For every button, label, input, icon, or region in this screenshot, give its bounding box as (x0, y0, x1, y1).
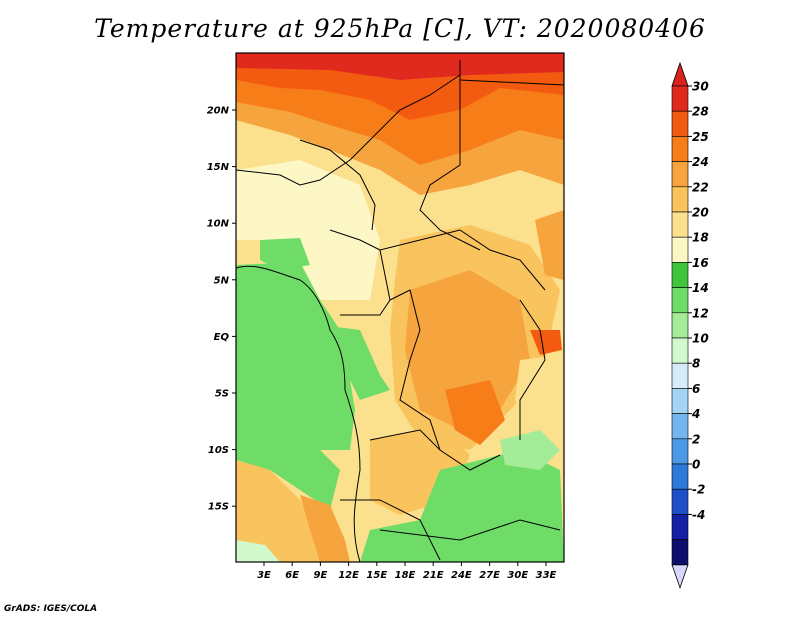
colorbar-swatch (671, 262, 689, 288)
colorbar-swatch (671, 85, 689, 112)
longitude-axis: 3E 6E 9E 12E 15E 18E 21E 24E 27E 30E 33E (257, 562, 557, 581)
lon-label: 3E (257, 570, 271, 581)
lon-label: 30E (507, 570, 528, 581)
lat-label: 5N (214, 275, 230, 286)
temperature-field (236, 53, 564, 562)
colorbar-label: 22 (692, 180, 709, 194)
lon-label: 18E (395, 570, 416, 581)
lat-label: 10N (207, 219, 230, 230)
colorbar-swatch (671, 337, 689, 364)
colorbar-swatch (671, 539, 689, 566)
colorbar-label: 6 (692, 382, 700, 396)
colorbar-label: 18 (692, 231, 709, 245)
lon-label: 12E (338, 570, 359, 581)
colorbar-swatch (671, 312, 689, 339)
colorbar-label: 16 (692, 256, 709, 270)
colorbar-label: 2 (692, 432, 700, 446)
lat-label: EQ (214, 332, 230, 343)
colorbar-label: 12 (692, 306, 709, 320)
colorbar-label: 14 (692, 281, 709, 295)
colorbar-top-arrow (671, 61, 689, 87)
colorbar-label: 4 (691, 407, 700, 421)
latitude-axis: 20N 15N 10N 5N EQ 5S 10S 15S (207, 106, 236, 513)
lon-label: 27E (479, 570, 500, 581)
colorbar-swatch (671, 287, 689, 314)
map-title: Temperature at 925hPa [C], VT: 202008040… (94, 14, 706, 43)
colorbar-swatch (671, 110, 689, 137)
lon-label: 6E (285, 570, 299, 581)
colorbar-label: 0 (692, 458, 700, 472)
colorbar-bottom-arrow (671, 564, 689, 590)
colorbar-swatch (671, 514, 689, 540)
lat-label: 15N (207, 162, 230, 173)
colorbar-swatch (671, 236, 689, 263)
colorbar-swatch (671, 388, 689, 414)
lon-label: 15E (366, 570, 387, 581)
lat-label: 15S (208, 502, 229, 513)
colorbar-label: 24 (692, 155, 709, 169)
country-borders (236, 60, 564, 562)
colorbar-label: 8 (692, 357, 700, 371)
colorbar-label: 10 (692, 332, 709, 346)
colorbar-label: 20 (692, 206, 709, 220)
colorbar-swatch (671, 488, 689, 515)
lat-label: 20N (207, 106, 230, 117)
lon-label: 24E (451, 570, 472, 581)
colorbar-swatch (671, 362, 689, 389)
map-frame (235, 52, 565, 563)
colorbar-swatch (671, 136, 689, 162)
grads-credit: GrADS: IGES/COLA (4, 604, 98, 614)
lat-label: 10S (208, 445, 229, 456)
colorbar-label: 25 (692, 130, 709, 144)
colorbar-swatch (671, 463, 689, 490)
lat-label: 5S (215, 389, 229, 400)
colorbar-label: 30 (692, 80, 709, 94)
colorbar-swatch (671, 438, 689, 465)
colorbar-swatch (671, 161, 689, 188)
colorbar-swatch (671, 186, 689, 213)
colorbar-swatch (671, 413, 689, 440)
colorbar-label: -4 (692, 508, 705, 522)
colorbar-swatch (671, 211, 689, 238)
lon-label: 9E (314, 570, 328, 581)
colorbar-label: 28 (692, 105, 709, 119)
lon-label: 33E (536, 570, 557, 581)
colorbar-label: -2 (692, 483, 705, 497)
lon-label: 21E (423, 570, 444, 581)
